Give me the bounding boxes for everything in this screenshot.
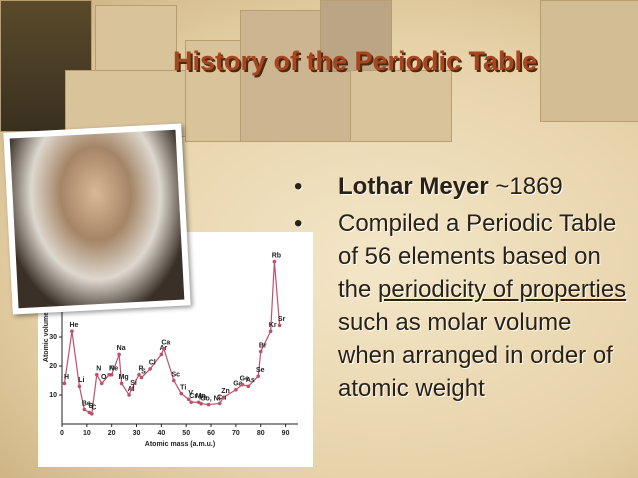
data-point [129, 387, 134, 391]
point-label: Ca [161, 339, 170, 346]
bullet: • Lothar Meyer ~1869 [290, 170, 635, 203]
point-label: Sc [172, 371, 181, 378]
point-label: P [139, 366, 144, 373]
y-tick-label: 30 [49, 334, 57, 341]
point-label: F [109, 366, 114, 373]
point-label: Cr [189, 393, 197, 400]
data-point [99, 381, 104, 386]
point-label: Mg [119, 374, 129, 381]
data-point [90, 412, 94, 416]
bullet: • Compiled a Periodic Table of 56 element… [290, 207, 635, 405]
point-label: Br [259, 342, 267, 349]
point-label: Sr [278, 316, 286, 323]
data-point [221, 395, 226, 400]
portrait-image [9, 129, 185, 309]
sketch-image [350, 70, 452, 142]
bullet-marker: • [294, 210, 303, 237]
data-point [217, 401, 222, 406]
bullet-text: such as molar volume when arranged in or… [338, 309, 613, 402]
point-label: V [188, 390, 193, 397]
data-point [234, 387, 238, 392]
data-point [206, 402, 211, 407]
data-point [246, 384, 251, 389]
point-label: Mn [196, 393, 206, 400]
point-label: He [69, 322, 78, 329]
point-label: Ge [240, 375, 249, 382]
point-label: Ti [180, 384, 186, 391]
point-label: Se [256, 367, 265, 374]
data-point [77, 384, 82, 389]
x-tick-label: 80 [257, 430, 265, 437]
point-label: H [64, 374, 69, 381]
data-point [62, 381, 67, 386]
data-point [139, 375, 144, 380]
data-point [277, 323, 282, 328]
point-label: Zn [221, 388, 230, 395]
point-label: B [89, 403, 94, 410]
x-tick-label: 0 [60, 430, 64, 437]
point-label: Ne [109, 366, 118, 373]
bullet-text: Compiled a Periodic Table of 56 elements… [338, 210, 617, 303]
data-point [148, 367, 152, 371]
x-tick-label: 30 [133, 430, 141, 437]
point-label: Ga [233, 381, 242, 388]
data-point [268, 329, 273, 333]
point-label: Cl [149, 360, 156, 367]
point-label: As [246, 377, 255, 384]
bullet-list: • Lothar Meyer ~1869 • Compiled a Periodic… [290, 170, 635, 409]
data-point [117, 352, 121, 357]
x-tick-label: 40 [157, 430, 165, 437]
data-point [119, 381, 124, 386]
point-label: C [91, 405, 96, 412]
data-point [199, 401, 203, 406]
data-point [258, 349, 263, 354]
data-point [171, 378, 176, 383]
bullet-text: ~1869 [495, 173, 563, 200]
bullet-marker: • [294, 173, 303, 200]
data-point [272, 259, 277, 264]
point-label: Si [130, 380, 137, 387]
point-label: O [101, 374, 107, 381]
x-axis-label: Atomic mass (a.m.u.) [145, 441, 215, 448]
data-point [162, 346, 166, 351]
data-point [240, 382, 245, 387]
sketch-image [320, 0, 392, 72]
bullet-bold: Lothar Meyer [338, 173, 489, 200]
slide-title: History of the Periodic Table [172, 46, 538, 76]
data-point [186, 397, 191, 402]
x-tick-label: 50 [182, 430, 190, 437]
x-tick-label: 20 [108, 430, 116, 437]
data-point [189, 400, 193, 405]
point-label: Fe [199, 395, 207, 402]
data-point [70, 329, 74, 333]
point-label: Be [82, 400, 91, 407]
sketch-image [540, 0, 638, 122]
data-point [256, 374, 261, 378]
data-point [107, 372, 111, 377]
point-label: N [96, 366, 101, 373]
bullet-link: periodicity of properties [378, 276, 627, 303]
point-label: Rb [272, 252, 281, 259]
x-tick-label: 90 [282, 430, 290, 437]
y-tick-label: 20 [49, 363, 57, 370]
y-tick-label: 10 [49, 392, 57, 399]
point-label: Co, Ni [200, 395, 220, 402]
point-label: Li [78, 377, 84, 384]
point-label: Kr [269, 322, 277, 329]
x-tick-label: 70 [232, 430, 240, 437]
point-label: Na [117, 345, 126, 352]
data-point [127, 393, 131, 397]
data-point [94, 372, 99, 377]
x-tick-label: 10 [83, 430, 91, 437]
data-point [137, 372, 141, 377]
data-point [179, 391, 184, 396]
data-point [159, 352, 164, 357]
y-axis-label: Atomic volume [43, 312, 50, 362]
data-point [82, 407, 87, 412]
data-point [109, 372, 114, 377]
point-label: S [141, 368, 146, 375]
portrait-photo [3, 123, 191, 315]
x-tick-label: 60 [207, 430, 215, 437]
